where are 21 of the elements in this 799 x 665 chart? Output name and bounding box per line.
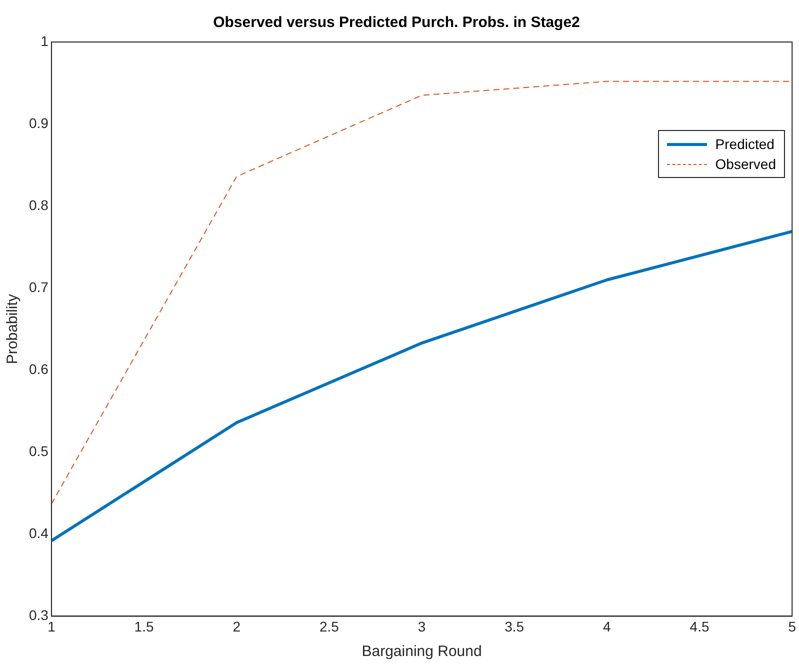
x-tick-label: 4	[603, 618, 612, 634]
y-tick-label: 0.9	[28, 114, 49, 131]
chart-title: Observed versus Predicted Purch. Probs. in Stage2	[213, 14, 580, 32]
x-tick-label: 3.5	[504, 618, 524, 634]
x-tick-label: 2	[232, 618, 241, 634]
x-tick-label: 1.5	[134, 618, 154, 634]
y-tick-label: 0.3	[28, 607, 49, 624]
y-tick-label: 0.5	[28, 443, 49, 459]
x-tick-label: 2.5	[319, 618, 340, 634]
x-axis-title: Bargaining Round	[362, 643, 482, 660]
y-tick-label: 0.4	[28, 525, 49, 542]
x-tick-label: 4.5	[690, 618, 710, 634]
x-tick-label: 5	[788, 618, 796, 634]
legend-label: Observed	[715, 155, 776, 174]
y-tick-label: 0.7	[28, 278, 49, 295]
y-tick-label: 0.8	[28, 196, 49, 213]
y-tick-label: 0.6	[28, 360, 49, 377]
legend-label: Predicted	[715, 135, 774, 154]
y-tick-label: 1	[40, 32, 49, 49]
y-axis-title: Probability	[4, 294, 22, 364]
x-tick-label: 3	[418, 618, 426, 634]
